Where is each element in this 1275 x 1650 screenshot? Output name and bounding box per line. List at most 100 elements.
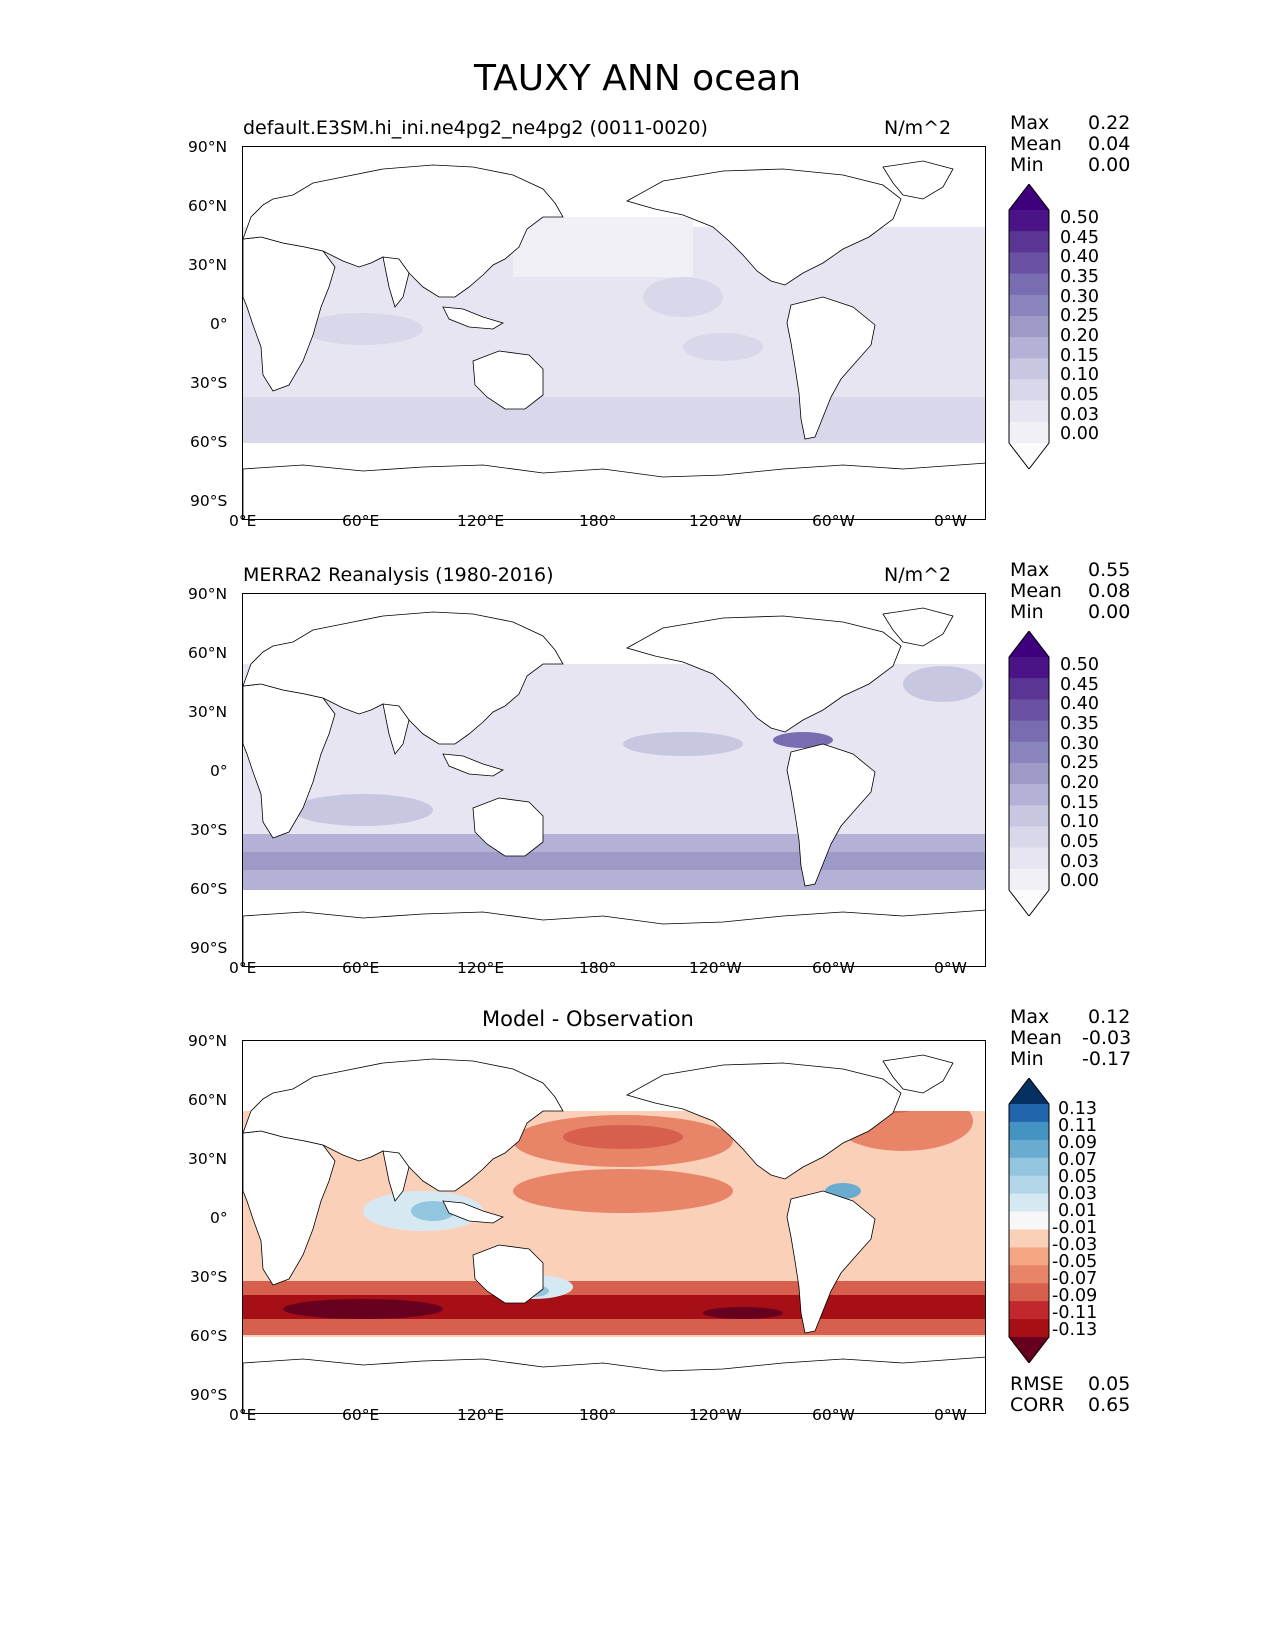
diff-min-region — [283, 1299, 443, 1319]
colorbar-extend-min — [1009, 443, 1049, 469]
colorbar-segment — [1009, 1319, 1049, 1338]
lat-tick-label: 90°S — [190, 492, 228, 510]
colorbar-label: 0.10 — [1060, 812, 1099, 832]
colorbar-segment — [1009, 210, 1049, 232]
lat-tick-label: 30°N — [188, 703, 228, 721]
coastline — [243, 909, 985, 966]
colorbar-label: 0.30 — [1060, 287, 1099, 307]
coastline — [243, 164, 564, 298]
colorbar-segment — [1009, 741, 1049, 764]
lon-tick-label: 120°W — [689, 512, 742, 530]
stat-min-value: 0.00 — [1088, 154, 1131, 176]
colorbar-segment — [1009, 720, 1049, 743]
corr-label: CORR — [1010, 1394, 1065, 1416]
ocean-band-southern-core — [243, 852, 985, 870]
lon-tick-label: 120°E — [457, 1406, 505, 1424]
diff-region — [563, 1125, 683, 1149]
colorbar-segment — [1009, 273, 1049, 296]
colorbar-label: 0.15 — [1060, 793, 1099, 813]
colorbar-label: 0.20 — [1060, 326, 1099, 346]
coastline — [382, 1150, 410, 1202]
diff-min-region — [703, 1307, 783, 1319]
coastline — [472, 797, 544, 857]
colorbar-segment — [1009, 805, 1049, 827]
lat-tick-label: 60°S — [190, 880, 228, 898]
diff-region — [513, 1169, 733, 1213]
colorbar-label: 0.50 — [1060, 208, 1099, 228]
colorbar-segment — [1009, 337, 1049, 359]
colorbar-label: 0.00 — [1060, 871, 1099, 891]
colorbar-segment — [1009, 379, 1049, 402]
lon-tick-label: 180° — [579, 959, 617, 977]
colorbar-label: 0.05 — [1060, 832, 1099, 852]
lon-tick-label: 0°E — [229, 512, 257, 530]
colorbar-segment — [1009, 1157, 1049, 1177]
colorbar-outline — [1008, 1078, 1050, 1363]
colorbar-label: 0.30 — [1060, 734, 1099, 754]
lat-tick-label: 30°S — [190, 374, 228, 392]
colorbar-label: 0.10 — [1060, 365, 1099, 385]
stat-min-value: -0.17 — [1082, 1048, 1132, 1070]
lat-tick-label: 60°N — [188, 1091, 228, 1109]
corr-value: 0.65 — [1088, 1394, 1131, 1416]
panel-title: default.E3SM.hi_ini.ne4pg2_ne4pg2 (0011-… — [243, 117, 708, 139]
lat-tick-label: 60°N — [188, 644, 228, 662]
colorbar-extend-max — [1009, 631, 1049, 657]
colorbar-segment — [1009, 868, 1049, 891]
lon-tick-label: 60°W — [812, 1406, 855, 1424]
lon-tick-label: 120°W — [689, 1406, 742, 1424]
lon-tick-label: 0°W — [934, 1406, 967, 1424]
ocean-max-region — [303, 313, 423, 345]
colorbar-extend-min — [1009, 1337, 1049, 1363]
stat-mean-label: Mean — [1010, 580, 1062, 602]
lon-tick-label: 0°W — [934, 512, 967, 530]
colorbar-segment — [1009, 1283, 1049, 1302]
lon-tick-label: 60°E — [342, 959, 380, 977]
colorbar-label: -0.11 — [1052, 1303, 1098, 1323]
panel-title: Model - Observation — [482, 1007, 694, 1031]
coastline — [382, 256, 410, 308]
ocean-band-southern — [243, 397, 985, 443]
colorbar-segment — [1009, 657, 1049, 679]
coastline — [786, 743, 876, 887]
colorbar-label: -0.09 — [1052, 1286, 1098, 1306]
colorbar-segment — [1009, 231, 1049, 253]
lon-tick-label: 0°E — [229, 959, 257, 977]
lat-tick-label: 90°N — [188, 585, 228, 603]
stat-mean-value: 0.04 — [1088, 133, 1131, 155]
stat-max-value: 0.22 — [1088, 112, 1131, 134]
colorbar-segment — [1009, 358, 1049, 380]
stat-max-value: 0.55 — [1088, 559, 1131, 581]
colorbar-label: 0.11 — [1058, 1116, 1097, 1136]
colorbar-label: 0.45 — [1060, 675, 1099, 695]
ocean-max-region — [773, 732, 833, 748]
stat-mean-value: 0.08 — [1088, 580, 1131, 602]
stat-mean-label: Mean — [1010, 1027, 1062, 1049]
lat-tick-label: 0° — [210, 1209, 228, 1227]
stat-max-value: 0.12 — [1088, 1006, 1131, 1028]
colorbar-extend-max — [1009, 1078, 1049, 1104]
colorbar-segment — [1009, 252, 1049, 275]
colorbar — [1008, 631, 1050, 916]
map-frame — [242, 146, 986, 520]
lat-tick-label: 90°N — [188, 1032, 228, 1050]
coastline — [442, 306, 504, 330]
coastline — [882, 160, 954, 200]
lat-tick-label: 30°S — [190, 1268, 228, 1286]
colorbar-segment — [1009, 1211, 1049, 1230]
colorbar-segment — [1009, 1265, 1049, 1284]
map-plot-area — [243, 594, 985, 966]
lon-tick-label: 180° — [579, 1406, 617, 1424]
lat-tick-label: 60°S — [190, 433, 228, 451]
rmse-value: 0.05 — [1088, 1373, 1131, 1395]
coastline — [625, 615, 902, 733]
colorbar-segment — [1009, 400, 1049, 423]
colorbar-segment — [1009, 1247, 1049, 1266]
colorbar-label: 0.05 — [1060, 385, 1099, 405]
coastline — [243, 611, 564, 745]
stat-min-value: 0.00 — [1088, 601, 1131, 623]
contour-fill — [243, 654, 985, 894]
colorbar-segment — [1009, 826, 1049, 849]
stat-max-label: Max — [1010, 112, 1050, 134]
lat-tick-label: 90°N — [188, 138, 228, 156]
